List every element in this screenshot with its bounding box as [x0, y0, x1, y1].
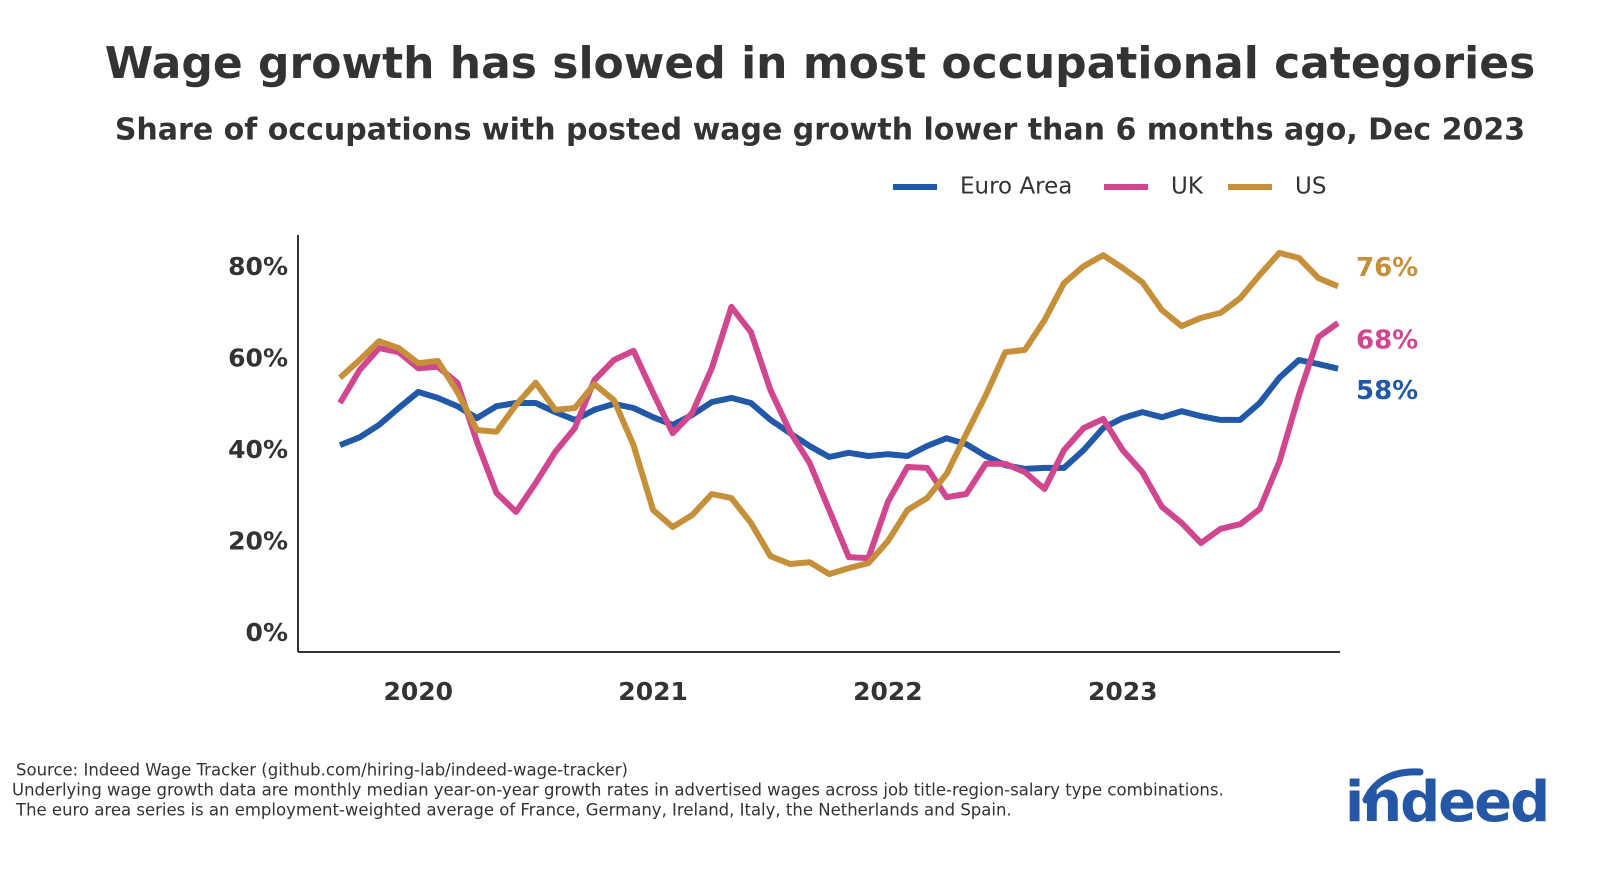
end-label: 68%: [1356, 325, 1418, 355]
legend-label: US: [1295, 174, 1326, 200]
y-tick-label: 20%: [228, 527, 288, 556]
source-note: Source: Indeed Wage Tracker (github.com/…: [16, 761, 628, 780]
x-tick-label: 2023: [1088, 677, 1158, 706]
chart-subtitle: Share of occupations with posted wage gr…: [115, 113, 1525, 148]
series-line: [337, 249, 1340, 578]
chart-title: Wage growth has slowed in most occupatio…: [105, 38, 1536, 89]
x-tick-label: 2020: [383, 677, 453, 706]
series-line: [338, 357, 1339, 472]
legend-label: Euro Area: [960, 174, 1072, 200]
y-tick-label: 0%: [246, 618, 288, 647]
end-label: 76%: [1356, 253, 1418, 283]
series-line: [337, 303, 1340, 562]
y-tick-label: 80%: [228, 252, 288, 281]
end-label: 58%: [1356, 376, 1418, 406]
method-note: The euro area series is an employment-we…: [15, 801, 1012, 820]
x-tick-label: 2022: [853, 677, 923, 706]
y-tick-label: 60%: [228, 344, 288, 373]
x-tick-label: 2021: [618, 677, 688, 706]
logo: indeed: [1345, 770, 1548, 835]
y-tick-label: 40%: [228, 435, 288, 464]
method-note: Underlying wage growth data are monthly …: [12, 781, 1224, 800]
legend-label: UK: [1171, 174, 1204, 200]
logo-swoosh: [1362, 768, 1424, 804]
